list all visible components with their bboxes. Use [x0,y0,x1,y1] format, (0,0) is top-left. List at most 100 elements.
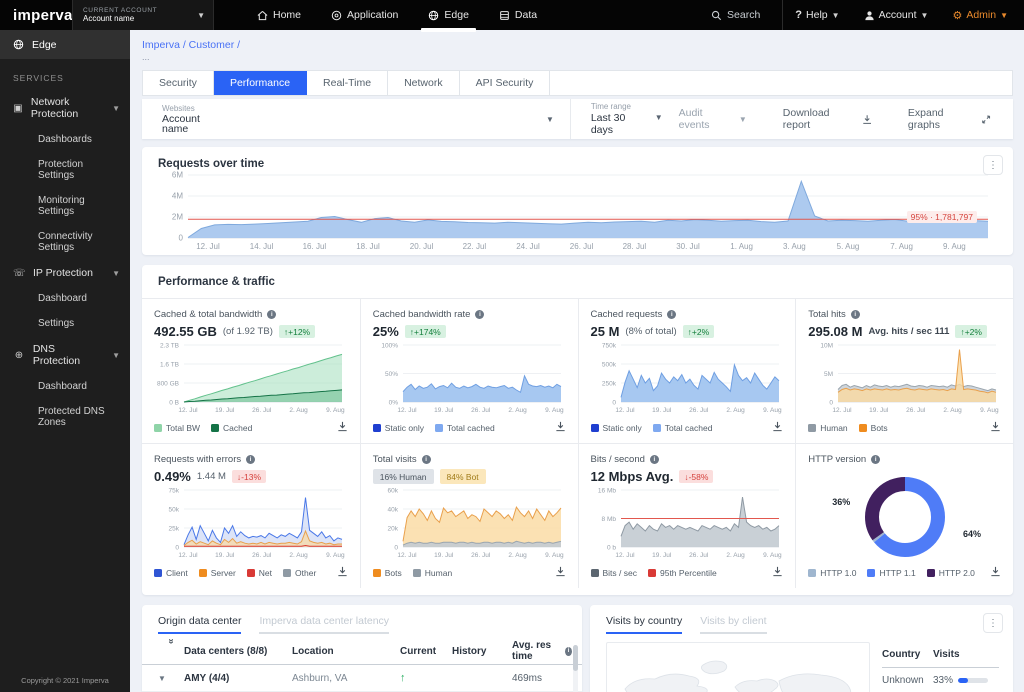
tab-imperva-dc-latency[interactable]: Imperva data center latency [259,615,390,634]
svg-text:24. Jul: 24. Jul [516,242,540,251]
sidebar-item-dns-dashboard[interactable]: Dashboard [38,381,87,392]
sidebar-group-label: Network Protection [30,96,79,120]
svg-text:9. Aug: 9. Aug [326,407,345,414]
nav-item-edge[interactable]: Edge [413,0,484,32]
audit-events-dropdown[interactable]: Audit events ▼ [679,107,747,131]
chart-legend: Total BW Cached [154,423,337,433]
chart-legend: Client Server Net Other [154,568,337,578]
account-menu[interactable]: Account ▼ [852,9,941,21]
account-switcher[interactable]: CURRENT ACCOUNT Account name ▼ [72,0,214,30]
sidebar-item-ip-dashboard[interactable]: Dashboard [38,293,87,304]
table-row[interactable]: Unknown 33% [882,668,999,692]
sidebar-group-network-protection[interactable]: ▣ Network Protection ▼ [0,89,130,127]
admin-menu[interactable]: ⚙ Admin ▼ [940,9,1024,22]
metric-value: 0.49% [154,469,191,484]
sidebar-item-ip-settings[interactable]: Settings [38,318,75,329]
info-icon[interactable]: i [421,455,431,464]
breadcrumb-ellipsis: ... [142,52,150,62]
search-button[interactable]: Search [689,9,782,21]
sidebar-item-protected-dns-zones[interactable]: Protected DNS Zones [38,406,105,428]
sidebar-group-dns-protection[interactable]: ⊕ DNS Protection ▼ [0,336,130,374]
legend-item: Net [246,568,272,578]
expand-graphs-button[interactable]: Expand graphs [908,107,991,131]
info-icon[interactable]: i [871,455,881,464]
info-icon[interactable]: i [667,310,677,319]
sidebar-item-monitoring-settings[interactable]: Monitoring Settings [38,195,85,217]
tab-real-time[interactable]: Real-Time [307,71,389,95]
download-icon[interactable] [772,419,783,437]
info-icon[interactable]: i [246,455,256,464]
svg-text:2. Aug: 2. Aug [944,407,963,414]
svg-text:0 b: 0 b [606,545,615,552]
breadcrumb[interactable]: Imperva / Customer / ... [142,39,1013,62]
chart-title: Requests over time [158,158,265,170]
sidebar-group-label: IP Protection [33,267,93,279]
download-icon[interactable] [337,564,348,582]
collapse-all-icon[interactable]: » [165,638,177,644]
info-icon[interactable]: i [649,455,659,464]
time-range-dropdown[interactable]: Time range Last 30 days ▼ [571,102,679,136]
download-icon[interactable] [337,419,348,437]
legend-label: HTTP 1.1 [879,568,916,578]
svg-text:9. Aug: 9. Aug [980,407,999,414]
tab-visits-by-client[interactable]: Visits by client [700,615,767,634]
tab-security[interactable]: Security [143,71,214,95]
account-label: Account [878,9,917,21]
svg-text:18. Jul: 18. Jul [356,242,380,251]
help-menu[interactable]: ? Help ▼ [783,9,851,21]
legend-item: Bits / sec [590,568,637,578]
nav-item-application[interactable]: Application [316,0,413,30]
sidebar-item-connectivity-settings[interactable]: Connectivity Settings [38,231,93,253]
network-protection-icon: ▣ [13,102,23,114]
info-icon[interactable]: i [564,646,572,656]
scrollbar[interactable] [573,645,578,692]
sidebar: Edge SERVICES ▣ Network Protection ▼ Das… [0,30,130,692]
table-row[interactable]: ▼ AMY (4/4) Ashburn, VA ↑ 469ms [142,665,582,692]
legend-label: HTTP 2.0 [938,568,975,578]
info-icon[interactable]: i [850,310,860,319]
visits-by-country-card: Visits by country Visits by client ⋮ [590,605,1013,692]
metric-card-cached-requests: Cached requests i 25 M (8% of total) ↑+2% 0… [577,298,796,443]
svg-text:2.3 TB: 2.3 TB [160,343,179,350]
websites-dropdown[interactable]: Websites Account name ▼ [142,104,570,134]
tab-api-security[interactable]: API Security [459,71,551,95]
chevron-down-icon[interactable]: ▼ [158,673,166,683]
sidebar-item-edge[interactable]: Edge [0,30,130,59]
svg-text:2. Aug: 2. Aug [508,552,527,559]
application-icon [331,10,342,20]
svg-text:19. Jul: 19. Jul [434,407,454,414]
kebab-menu-icon[interactable]: ⋮ [983,155,1003,175]
nav-item-home[interactable]: Home [242,0,316,30]
svg-text:12. Jul: 12. Jul [397,407,417,414]
metric-card-total-hits: Total hits i 295.08 M Avg. hits / sec 111 ↑… [795,298,1013,443]
metric-card-total-visits: Total visits i 16% Human 84% Bot 0 20k 40k 60… [359,443,578,588]
info-icon[interactable]: i [267,310,277,319]
legend-item: Other [283,568,316,578]
expand-graphs-label: Expand graphs [907,107,944,131]
legend-label: HTTP 1.0 [820,568,857,578]
download-icon[interactable] [555,419,566,437]
legend-swatch [412,569,421,577]
current-account-value: Account name [83,13,135,23]
svg-text:9. Aug: 9. Aug [545,407,564,414]
breadcrumb-path[interactable]: Imperva / Customer / [142,39,241,51]
scrollbar-thumb[interactable] [573,645,578,671]
download-icon[interactable] [990,564,1001,582]
download-icon[interactable] [555,564,566,582]
sidebar-group-ip-protection[interactable]: ☏ IP Protection ▼ [0,260,130,286]
info-icon[interactable]: i [475,310,485,319]
time-range-value: Last 30 days [590,112,626,136]
kebab-menu-icon[interactable]: ⋮ [983,613,1003,633]
nav-item-data[interactable]: Data [484,0,552,30]
download-icon[interactable] [990,419,1001,437]
svg-text:12. Jul: 12. Jul [178,552,198,559]
sidebar-item-dashboards[interactable]: Dashboards [38,134,92,145]
svg-text:26. Jul: 26. Jul [471,407,491,414]
tab-origin-data-center[interactable]: Origin data center [158,615,242,634]
tab-visits-by-country[interactable]: Visits by country [606,615,683,634]
tab-network[interactable]: Network [388,71,460,95]
tab-performance[interactable]: Performance [213,71,308,95]
sidebar-item-protection-settings[interactable]: Protection Settings [38,159,84,181]
download-icon[interactable] [772,564,783,582]
download-report-button[interactable]: Download report [783,107,872,131]
